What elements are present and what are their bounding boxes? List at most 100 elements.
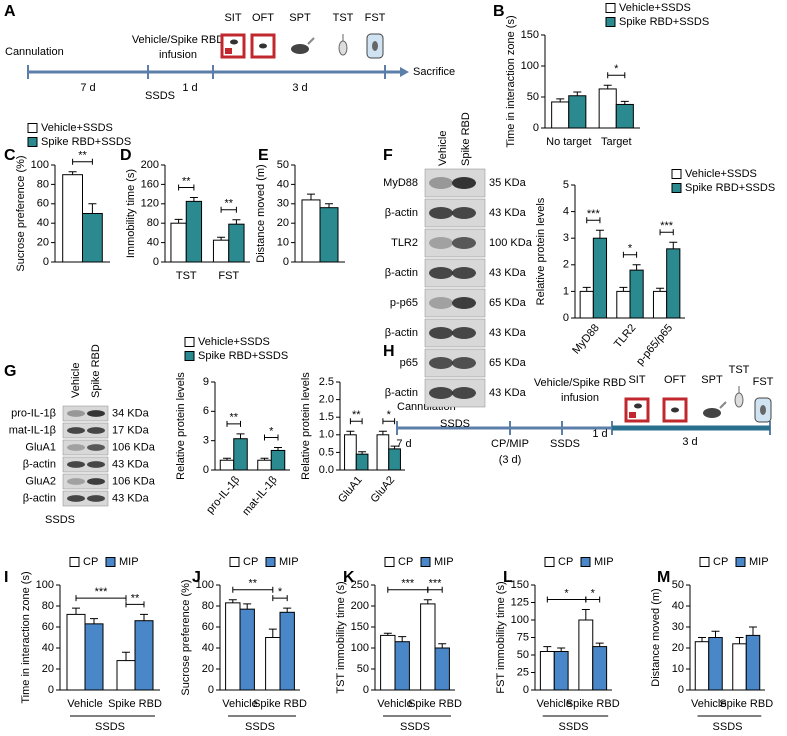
bar [134,620,154,691]
timeline-interval: 3 d [292,82,307,94]
legend-swatch [671,169,682,179]
error-bar [228,599,237,603]
panel-letter: F [383,147,393,164]
timeline-interval: 7 d [80,82,95,94]
test-icon [366,33,384,59]
y-tick-label: 100 [196,579,214,591]
blot-band [87,427,105,434]
bar [170,222,187,263]
x-tick-label: Spike RBD [253,698,307,710]
legend-swatch [27,123,38,133]
legend-label: Vehicle+SSDS [685,168,757,180]
size-label: 43 KDa [489,267,527,279]
size-label: 17 KDa [112,424,150,436]
y-tick-label: 0 [208,684,214,696]
blot-band [67,495,85,502]
x-tick-label: MyD88 [570,322,602,356]
bar [257,459,272,471]
significance-bracket [75,595,127,602]
legend-swatch [580,557,591,567]
y-axis-label: Distance moved (m) [255,164,267,262]
icon-mouse [259,43,267,49]
protein-label: β-actin [23,458,56,470]
condition-label: SSDS [45,514,75,526]
timeline-interval: 1 d [182,82,197,94]
timeline-infusion: Vehicle/Spike RBD [534,377,626,389]
panel-letter: I [4,569,8,586]
test-label: TST [729,364,750,376]
legend-swatch [735,557,746,567]
legend-swatch [420,557,431,567]
error-bar [582,286,591,292]
blot-band [429,177,453,189]
test-icon [250,33,276,59]
bar [82,213,103,263]
bar [616,290,631,319]
error-bar [603,84,612,89]
error-bar [217,236,226,241]
blot-band [67,461,85,468]
test-icon [338,34,348,56]
protein-label: p65 [400,357,418,369]
y-tick-label: 80 [202,600,214,612]
error-bar [189,196,198,202]
error-bar [619,286,628,292]
y-tick-label: 9 [203,376,209,388]
error-bar [390,445,399,449]
y-axis-label: Distance moved (m) [650,588,662,686]
x-tick-label: Spike RBD [108,698,162,710]
y-tick-label: 50 [517,649,529,661]
lane-label: Spike RBD [460,112,472,166]
legend-label: CP [83,556,98,568]
legend-label: Vehicle+SSDS [619,2,691,14]
y-tick-label: 5 [563,179,569,191]
significance-bracket [349,418,363,425]
y-tick-label: 20 [277,217,289,229]
blot-band [452,207,476,219]
y-tick-label: 0 [523,684,529,696]
blot-band [452,237,476,249]
legend-swatch [544,557,555,567]
significance-bracket [232,586,274,593]
group-label: SSDS [400,721,430,733]
test-label: SPT [289,12,311,24]
y-axis-label: FST immobility time (s) [495,581,507,693]
bar [66,613,86,691]
y-tick-label: 0 [153,256,159,268]
error-bar [557,647,566,652]
blot-band [429,297,453,309]
legend-swatch [699,557,710,567]
blot-band [452,327,476,339]
x-tick-label: p-p65/p65 [634,322,675,368]
panel-letter: M [657,569,670,586]
legend-label: Vehicle+SSDS [198,336,270,348]
error-bar [383,632,392,636]
y-tick-label: 4 [563,206,569,218]
legend-label: MIP [594,556,614,568]
y-tick-label: 0.5 [319,446,334,458]
y-tick-label: 10 [672,663,684,675]
protein-label: GluA2 [25,475,56,487]
y-tick-label: 0 [203,464,209,476]
protein-label: mat-IL-1β [9,424,56,436]
timeline-interval: 1 d [592,428,607,440]
error-bar [581,609,590,620]
y-tick-label: 1.0 [319,429,334,441]
y-tick-label: 0.0 [319,464,334,476]
y-axis-label: Immobility time (s) [125,169,137,258]
bar [598,88,617,129]
protein-label: β-actin [385,327,418,339]
size-label: 43 KDa [489,207,527,219]
significance-label: * [387,409,392,421]
error-bar [398,636,407,642]
significance-bracket [427,586,443,593]
timeline-infusion: infusion [561,392,599,404]
legend-label: CP [398,556,413,568]
blot-band [87,444,105,451]
bar [270,449,286,471]
bar [551,101,570,129]
legend-label: MIP [119,556,139,568]
y-tick-label: 1.5 [319,411,334,423]
legend-label: Vehicle+SSDS [41,122,113,134]
blot-band [429,237,453,249]
